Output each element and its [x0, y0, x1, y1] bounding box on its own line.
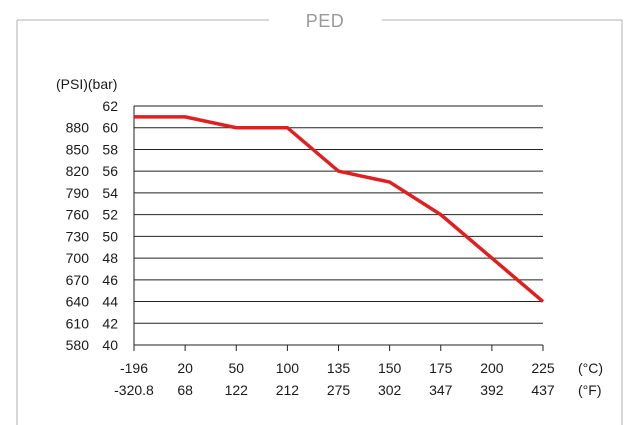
x-tick-label-fahrenheit: -320.8 [114, 382, 154, 398]
x-tick-label-fahrenheit: 347 [429, 382, 453, 398]
series-layer [133, 115, 545, 303]
x-tick-label-fahrenheit: 212 [276, 382, 300, 398]
y-tick-label-bar: 58 [102, 141, 118, 157]
x-tick-label-celsius: 200 [480, 360, 504, 376]
x-tick-label-celsius: 50 [228, 360, 244, 376]
x-tick-label-fahrenheit: 275 [327, 382, 351, 398]
x-tick-label-celsius: 100 [276, 360, 300, 376]
y-tick-label-psi: 640 [66, 294, 90, 310]
x-tick-label-celsius: 225 [531, 360, 555, 376]
x-tick-label-fahrenheit: 68 [177, 382, 193, 398]
y-tick-label-bar: 46 [102, 272, 118, 288]
y-tick-label-psi: 580 [66, 337, 90, 353]
y-tick-label-bar: 56 [102, 163, 118, 179]
y-tick-label-bar: 52 [102, 207, 118, 223]
y-tick-label-psi: 670 [66, 272, 90, 288]
x-unit-celsius: (°C) [578, 360, 603, 376]
grid-lines [133, 105, 544, 351]
x-tick-label-celsius: 175 [429, 360, 453, 376]
x-tick-label-fahrenheit: 122 [225, 382, 249, 398]
y-tick-label-bar: 62 [102, 98, 118, 114]
y-tick-labels: 62 60 58 56 54 52 50 48 46 44 42 40 880 850 820 790 760 7… [66, 98, 119, 353]
y-tick-label-psi: 880 [66, 120, 90, 136]
chart-title: PED [306, 11, 345, 31]
y-tick-label-bar: 54 [102, 185, 118, 201]
y-tick-label-psi: 850 [66, 141, 90, 157]
y-tick-label-bar: 60 [102, 120, 118, 136]
y-tick-label-psi: 610 [66, 315, 90, 331]
y-tick-label-psi: 790 [66, 185, 90, 201]
x-tick-label-fahrenheit: 437 [531, 382, 555, 398]
x-tick-label-celsius: 20 [177, 360, 193, 376]
x-tick-label-celsius: 135 [327, 360, 351, 376]
x-tick-labels: -196 20 50 100 135 150 175 200 225 -320.8 68 122 212… [114, 360, 555, 398]
y-tick-label-bar: 40 [102, 337, 118, 353]
x-tick-label-fahrenheit: 392 [480, 382, 504, 398]
x-tick-label-celsius: 150 [378, 360, 402, 376]
x-tick-label-celsius: -196 [120, 360, 148, 376]
y-tick-label-psi: 760 [66, 207, 90, 223]
y-tick-label-bar: 50 [102, 228, 118, 244]
y-tick-label-bar: 48 [102, 250, 118, 266]
series-line [134, 115, 545, 303]
y-tick-label-bar: 42 [102, 315, 118, 331]
x-tick-label-fahrenheit: 302 [378, 382, 402, 398]
y-axis-label: (PSI)(bar) [56, 76, 117, 92]
y-tick-label-bar: 44 [102, 294, 118, 310]
y-tick-label-psi: 700 [66, 250, 90, 266]
x-unit-fahrenheit: (°F) [578, 382, 601, 398]
y-tick-label-psi: 730 [66, 228, 90, 244]
y-tick-label-psi: 820 [66, 163, 90, 179]
